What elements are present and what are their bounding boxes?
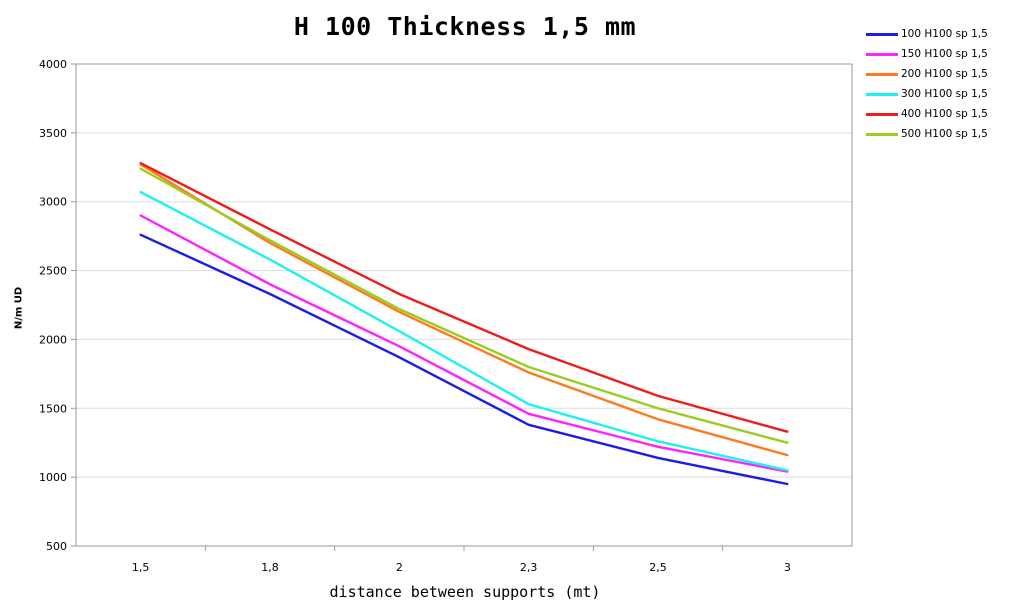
legend-item: 100 H100 sp 1,5 [866,24,988,44]
grid-lines [76,132,852,478]
x-axis-title: distance between supports (mt) [329,583,601,601]
legend-label: 300 H100 sp 1,5 [901,88,988,100]
legend-swatch [866,92,898,96]
legend-swatch [866,32,898,36]
legend-item: 500 H100 sp 1,5 [866,124,988,144]
series-line-3 [139,190,789,472]
y-tick-label: 3500 [39,127,67,140]
y-tick-label: 1500 [39,402,67,415]
x-tick-label: 1,8 [261,561,279,574]
series-line-4 [139,161,789,433]
legend-item: 150 H100 sp 1,5 [866,44,988,64]
legend-item: 200 H100 sp 1,5 [866,64,988,84]
series-line-0 [139,233,789,486]
y-tick-label: 4000 [39,58,67,71]
chart-title: H 100 Thickness 1,5 mm [293,12,637,41]
y-tick-label: 2500 [39,265,67,278]
legend-label: 400 H100 sp 1,5 [901,108,988,120]
x-tick-label: 2 [396,561,403,574]
legend-label: 100 H100 sp 1,5 [901,28,988,40]
legend-item: 300 H100 sp 1,5 [866,84,988,104]
legend-item: 400 H100 sp 1,5 [866,104,988,124]
y-tick-label: 1000 [39,471,67,484]
legend: 100 H100 sp 1,5 150 H100 sp 1,5 200 H100 s… [866,24,988,144]
legend-swatch [866,112,898,116]
legend-label: 150 H100 sp 1,5 [901,48,988,60]
series-line-1 [139,214,789,473]
x-tick-label: 2,3 [520,561,538,574]
series-line-2 [139,163,789,457]
y-tick-label: 2000 [39,333,67,346]
x-tick-label: 1,5 [132,561,150,574]
legend-swatch [866,52,898,56]
legend-label: 200 H100 sp 1,5 [901,68,988,80]
legend-label: 500 H100 sp 1,5 [901,128,988,140]
x-tick-label: 2,5 [649,561,667,574]
y-tick-label: 3000 [39,196,67,209]
series-lines [139,161,789,486]
series-line-5 [139,167,789,444]
legend-swatch [866,132,898,136]
legend-swatch [866,72,898,76]
x-tick-label: 3 [784,561,791,574]
axis-ticks: 500 1000 1500 2000 2500 3000 3500 4000 1,5 1,8 2 2,… [39,58,791,574]
y-tick-label: 500 [46,540,67,553]
